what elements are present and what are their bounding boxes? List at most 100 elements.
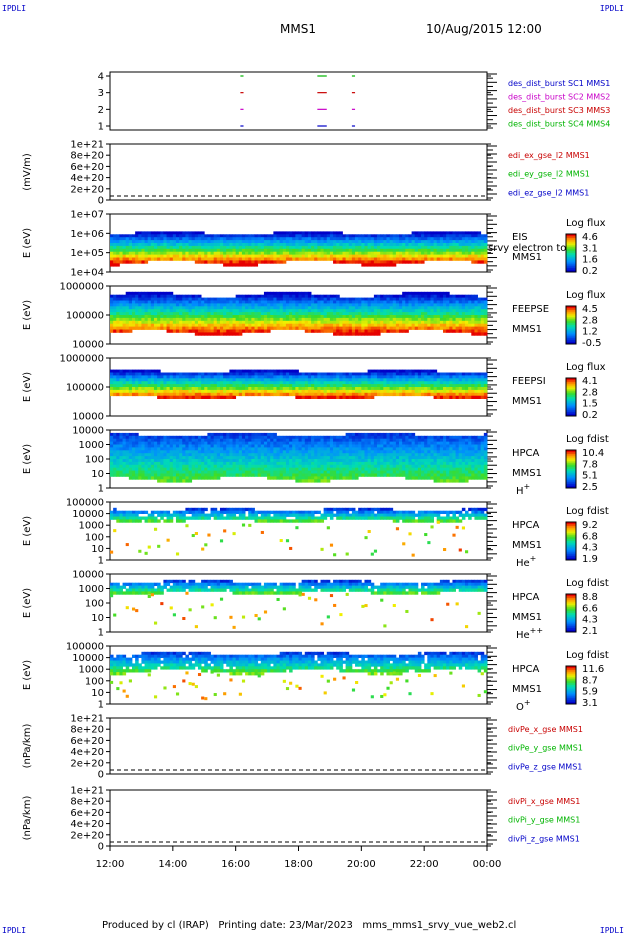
eis-cell bbox=[214, 243, 218, 246]
feepsi-cell bbox=[434, 373, 438, 376]
feepse-cell bbox=[214, 324, 218, 327]
eis-cell bbox=[141, 249, 145, 252]
eis-cell bbox=[176, 252, 180, 255]
feepse-cell bbox=[141, 298, 145, 301]
hpca-h-cell bbox=[251, 445, 255, 448]
eis-cell bbox=[192, 243, 196, 246]
feepsi-cell bbox=[239, 384, 243, 387]
feepse-cell bbox=[308, 318, 312, 321]
feepse-cell bbox=[167, 306, 171, 309]
feepsi-cell bbox=[459, 387, 463, 390]
hpca-h-cell bbox=[132, 453, 136, 456]
feepsi-cell bbox=[386, 387, 390, 390]
hpca-h-cell bbox=[129, 436, 133, 439]
eis-cell bbox=[138, 246, 142, 249]
hpca-h-cell bbox=[157, 468, 161, 471]
feepsi-cell bbox=[157, 378, 161, 381]
eis-cell bbox=[333, 237, 337, 240]
feepse-cell bbox=[408, 298, 412, 301]
feepsi-cell bbox=[358, 393, 362, 396]
feepsi-cell bbox=[415, 378, 419, 381]
feepsi-cell bbox=[330, 387, 334, 390]
feepsi-cell bbox=[421, 384, 425, 387]
feepsi-cell bbox=[283, 381, 287, 384]
feepsi-cell bbox=[277, 370, 281, 373]
feepse-cell bbox=[462, 303, 466, 306]
feepsi-cell bbox=[292, 384, 296, 387]
feepsi-cell bbox=[195, 384, 199, 387]
eis-cell bbox=[302, 231, 306, 234]
feepse-cell bbox=[333, 295, 337, 298]
feepse-cell bbox=[311, 295, 315, 298]
eis-cell bbox=[314, 246, 318, 249]
feepse-cell bbox=[198, 303, 202, 306]
feepse-cell bbox=[355, 321, 359, 324]
eis-cell bbox=[258, 234, 262, 237]
feepsi-cell bbox=[421, 393, 425, 396]
feepse-cell bbox=[214, 321, 218, 324]
feepsi-cell bbox=[371, 373, 375, 376]
feepsi-cell bbox=[229, 390, 233, 393]
eis-cell bbox=[471, 255, 475, 258]
feepsi-cell bbox=[167, 384, 171, 387]
hpca-h-cell bbox=[185, 479, 189, 482]
hpca-h-cell bbox=[245, 462, 249, 465]
eis-cell bbox=[163, 234, 167, 237]
feepsi-cell bbox=[374, 370, 378, 373]
eis-cell bbox=[377, 255, 381, 258]
hpca-h-cell bbox=[267, 465, 271, 468]
eis-cell bbox=[207, 240, 211, 243]
feepsi-cell bbox=[185, 384, 189, 387]
feepse-cell bbox=[320, 301, 324, 304]
feepse-cell bbox=[412, 295, 416, 298]
feepse-cell bbox=[421, 321, 425, 324]
feepsi-cell bbox=[229, 381, 233, 384]
eis-cell bbox=[446, 231, 450, 234]
feepse-cell bbox=[396, 295, 400, 298]
feepse-cell bbox=[289, 303, 293, 306]
feepsi-cell bbox=[443, 375, 447, 378]
eis-cell bbox=[264, 240, 268, 243]
feepsi-cell bbox=[286, 390, 290, 393]
feepsi-cell bbox=[295, 375, 299, 378]
feepsi-cell bbox=[176, 393, 180, 396]
feepsi-cell bbox=[173, 378, 177, 381]
feepse-cell bbox=[452, 309, 456, 312]
hpca-h-cell bbox=[267, 462, 271, 465]
eis-cell bbox=[383, 255, 387, 258]
feepsi-cell bbox=[198, 373, 202, 376]
feepse-colorbar-tick: 1.2 bbox=[582, 327, 598, 338]
eis-cell bbox=[358, 255, 362, 258]
eis-cell bbox=[481, 240, 485, 243]
hpca-h-cell bbox=[176, 479, 180, 482]
feepse-cell bbox=[383, 298, 387, 301]
feepse-cell bbox=[427, 315, 431, 318]
feepse-cell bbox=[390, 295, 394, 298]
feepse-cell bbox=[270, 312, 274, 315]
feepsi-cell bbox=[126, 390, 130, 393]
feepsi-cell bbox=[427, 378, 431, 381]
eis-cell bbox=[456, 240, 460, 243]
feepse-cell bbox=[135, 303, 139, 306]
feepsi-cell bbox=[346, 373, 350, 376]
feepse-cell bbox=[145, 327, 149, 330]
eis-cell bbox=[163, 249, 167, 252]
feepse-cell bbox=[151, 315, 155, 318]
feepse-cell bbox=[192, 312, 196, 315]
feepsi-cell bbox=[427, 387, 431, 390]
eis-cell bbox=[408, 234, 412, 237]
feepse-cell bbox=[402, 292, 406, 295]
feepse-cell bbox=[478, 321, 482, 324]
feepse-cell bbox=[163, 295, 167, 298]
hpca-h-cell bbox=[195, 462, 199, 465]
feepsi-cell bbox=[255, 393, 259, 396]
hpca-h-cell bbox=[204, 445, 208, 448]
feepse-cell bbox=[201, 324, 205, 327]
hpca-h-cell bbox=[185, 453, 189, 456]
eis-cell bbox=[302, 237, 306, 240]
feepse-cell bbox=[305, 303, 309, 306]
eis-cell bbox=[399, 252, 403, 255]
feepsi-cell bbox=[198, 387, 202, 390]
eis-cell bbox=[132, 243, 136, 246]
eis-cell bbox=[123, 243, 127, 246]
